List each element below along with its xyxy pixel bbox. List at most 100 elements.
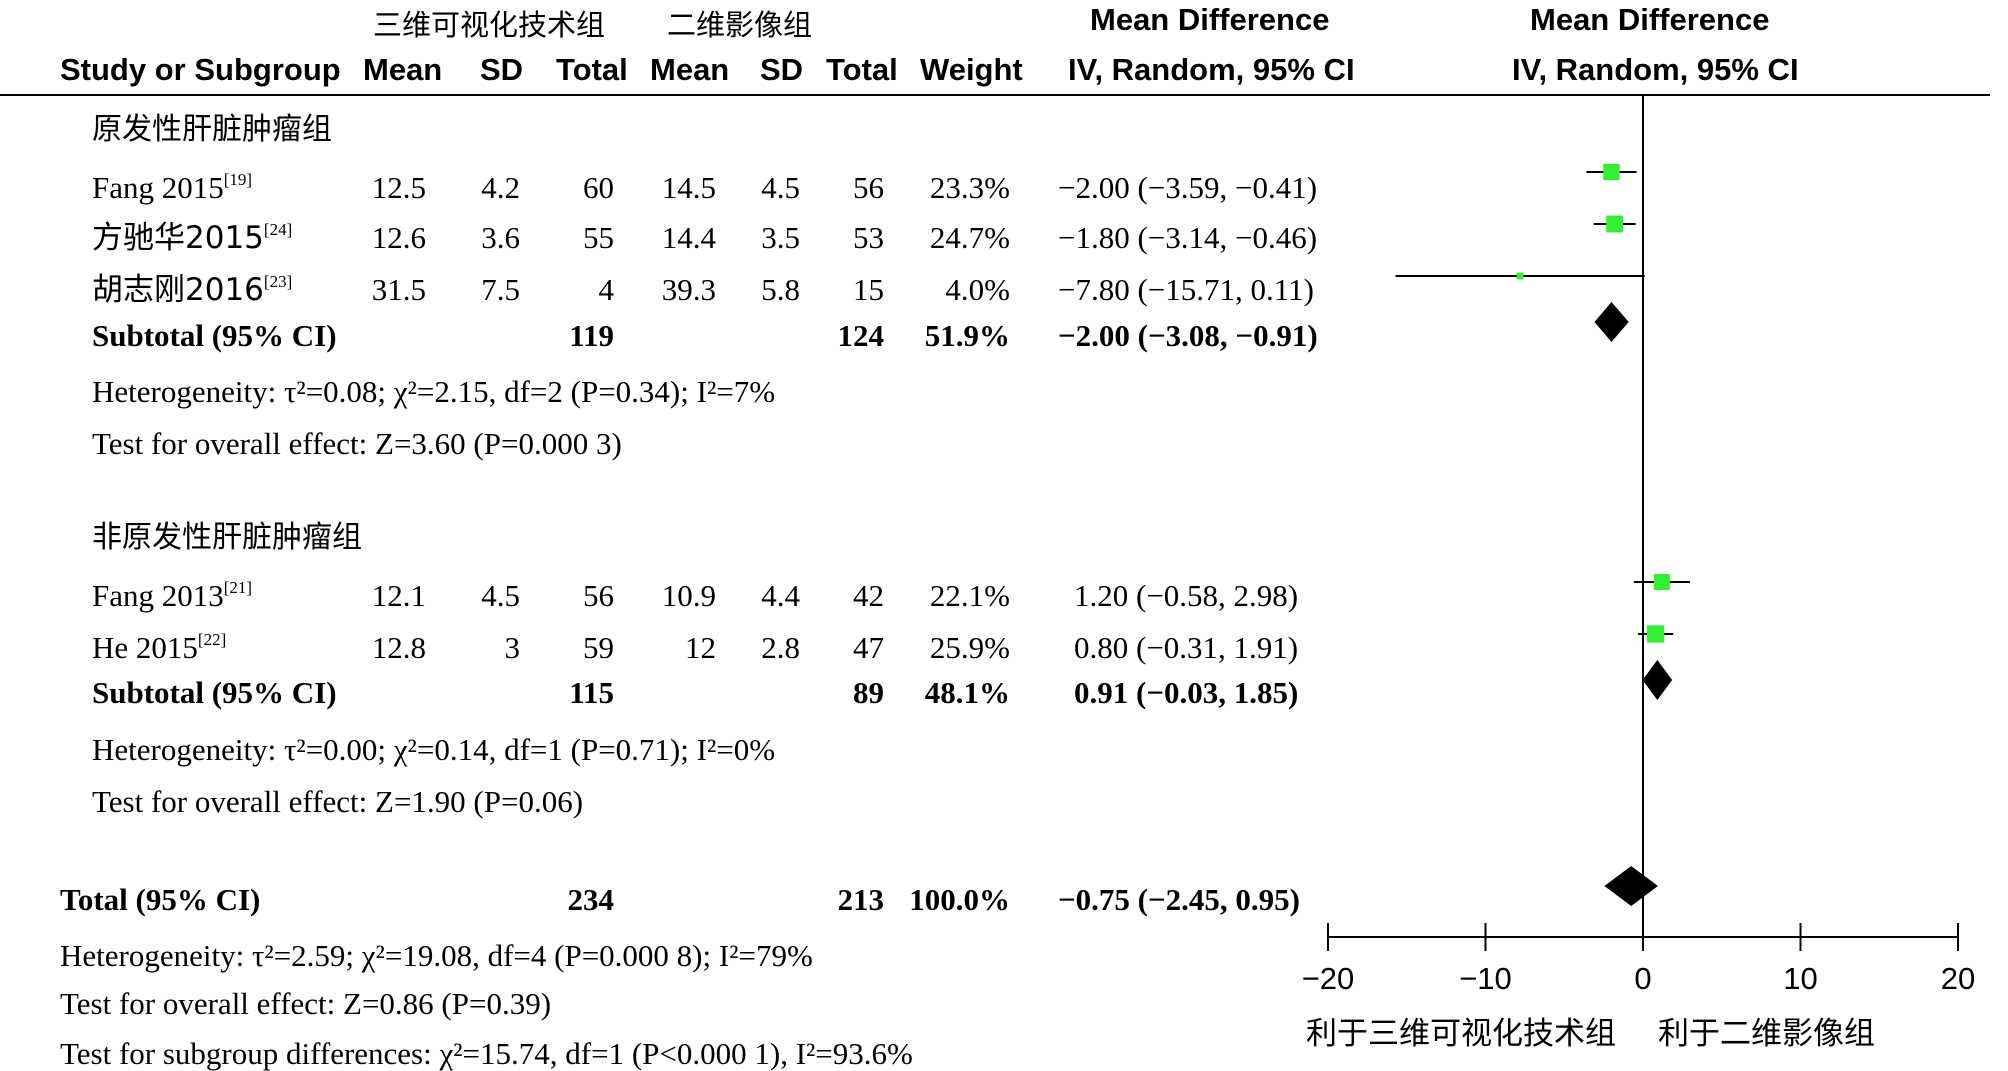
ci-cell: −1.80 (−3.14, −0.46) [1058,220,1318,255]
pooled-diamond [1642,660,1673,700]
sd1-cell: 4.2 [481,170,520,205]
study-name: Fang 2015[19] [92,170,253,205]
total2-cell: 56 [853,170,884,205]
total1-cell: 60 [583,170,614,205]
total1-cell: 4 [598,272,615,307]
forest-plot-marks: −20 −10 0 10 20 [1302,95,1975,996]
subgroup-differences-note: Test for subgroup differences: χ²=15.74,… [60,1036,913,1071]
total-overall-effect-note: Test for overall effect: Z=0.86 (P=0.39) [60,986,552,1021]
study-ref: [23] [263,272,293,291]
sd2-cell: 4.5 [761,170,800,205]
col-mean1-header: Mean [363,52,443,87]
sd1-cell: 4.5 [481,578,520,613]
mean2-cell: 10.9 [661,578,716,613]
col-total2-header: Total [826,52,898,87]
sd2-cell: 4.4 [761,578,800,613]
axis-label-right: 利于二维影像组 [1658,1016,1875,1052]
total1-cell: 56 [583,578,614,613]
total2-cell: 53 [853,220,884,255]
study-ref: [24] [263,220,293,239]
col-total1-header: Total [556,52,628,87]
sd1-cell: 7.5 [481,272,520,307]
subtotal-label: Subtotal (95% CI) [92,675,337,710]
subtotal-total1: 119 [569,318,614,353]
weight-cell: 23.3% [929,170,1010,205]
mean1-cell: 12.8 [371,630,426,665]
sd2-cell: 3.5 [761,220,800,255]
study-marker [1516,272,1524,280]
mean2-cell: 14.5 [661,170,716,205]
study-ref: [19] [223,170,253,189]
total1-cell: 55 [583,220,614,255]
sd1-cell: 3.6 [481,220,520,255]
mean1-cell: 12.1 [371,578,426,613]
md-title-right: Mean Difference [1530,2,1770,37]
md-title-left: Mean Difference [1090,2,1330,37]
subgroup-title: 原发性肝脏肿瘤组 [92,112,332,147]
total-total1: 234 [567,882,615,917]
subtotal-ci: −2.00 (−3.08, −0.91) [1058,318,1318,353]
total1-cell: 59 [583,630,614,665]
subtotal-total2: 124 [837,318,885,353]
total-heterogeneity-note: Heterogeneity: τ²=2.59; χ²=19.08, df=4 (… [60,938,813,973]
x-tick-label: −10 [1459,961,1512,996]
subtotal-weight: 51.9% [924,318,1010,353]
weight-cell: 4.0% [945,272,1010,307]
x-tick-label: 10 [1783,961,1817,996]
axis-label-left: 利于三维可视化技术组 [1306,1016,1616,1052]
study-name: 胡志刚2016[23] [92,272,293,308]
x-tick-label: −20 [1302,961,1355,996]
weight-cell: 24.7% [929,220,1010,255]
mean1-cell: 12.5 [371,170,426,205]
subtotal-label: Subtotal (95% CI) [92,318,337,353]
overall-effect-note: Test for overall effect: Z=1.90 (P=0.06) [92,784,584,819]
ci-cell: −7.80 (−15.71, 0.11) [1058,272,1314,307]
ci-cell: −2.00 (−3.59, −0.41) [1058,170,1318,205]
col-weight-header: Weight [920,52,1023,87]
ci-cell: 0.80 (−0.31, 1.91) [1074,630,1299,665]
study-name: Fang 2013[21] [92,578,253,613]
total2-cell: 47 [853,630,884,665]
study-name: He 2015[22] [92,630,227,665]
total2-cell: 15 [853,272,884,307]
subtotal-total2: 89 [853,675,884,710]
col-mean2-header: Mean [650,52,730,87]
study-marker [1606,215,1624,233]
col-ci-left-header: IV, Random, 95% CI [1068,52,1355,87]
group2-header: 二维影像组 [667,8,813,42]
total-weight: 100.0% [909,882,1010,917]
x-tick-label: 0 [1634,961,1651,996]
heterogeneity-note: Heterogeneity: τ²=0.00; χ²=0.14, df=1 (P… [92,732,776,767]
col-study-header: Study or Subgroup [60,52,341,87]
total-total2: 213 [837,882,885,917]
weight-cell: 22.1% [929,578,1010,613]
study-ref: [21] [223,578,253,597]
study-ref: [22] [197,630,227,649]
weight-cell: 25.9% [929,630,1010,665]
mean2-cell: 39.3 [661,272,716,307]
col-sd2-header: SD [760,52,804,87]
mean1-cell: 31.5 [371,272,426,307]
study-marker [1603,163,1620,181]
mean1-cell: 12.6 [371,220,426,255]
heterogeneity-note: Heterogeneity: τ²=0.08; χ²=2.15, df=2 (P… [92,374,776,409]
sd2-cell: 2.8 [761,630,800,665]
group1-header: 三维可视化技术组 [373,8,606,42]
subtotal-weight: 48.1% [924,675,1010,710]
mean2-cell: 12 [685,630,716,665]
overall-effect-note: Test for overall effect: Z=3.60 (P=0.000… [92,426,622,461]
subtotal-ci: 0.91 (−0.03, 1.85) [1074,675,1299,710]
total-ci: −0.75 (−2.45, 0.95) [1058,882,1300,917]
total2-cell: 42 [853,578,884,613]
ci-cell: 1.20 (−0.58, 2.98) [1074,578,1299,613]
subtotal-total1: 115 [569,675,614,710]
study-marker [1653,574,1670,590]
x-tick-label: 20 [1941,961,1975,996]
col-sd1-header: SD [480,52,524,87]
sd1-cell: 3 [504,630,521,665]
pooled-diamond [1594,302,1629,342]
pooled-diamond [1604,866,1658,906]
sd2-cell: 5.8 [761,272,800,307]
study-name: 方驰华2015[24] [92,220,293,256]
